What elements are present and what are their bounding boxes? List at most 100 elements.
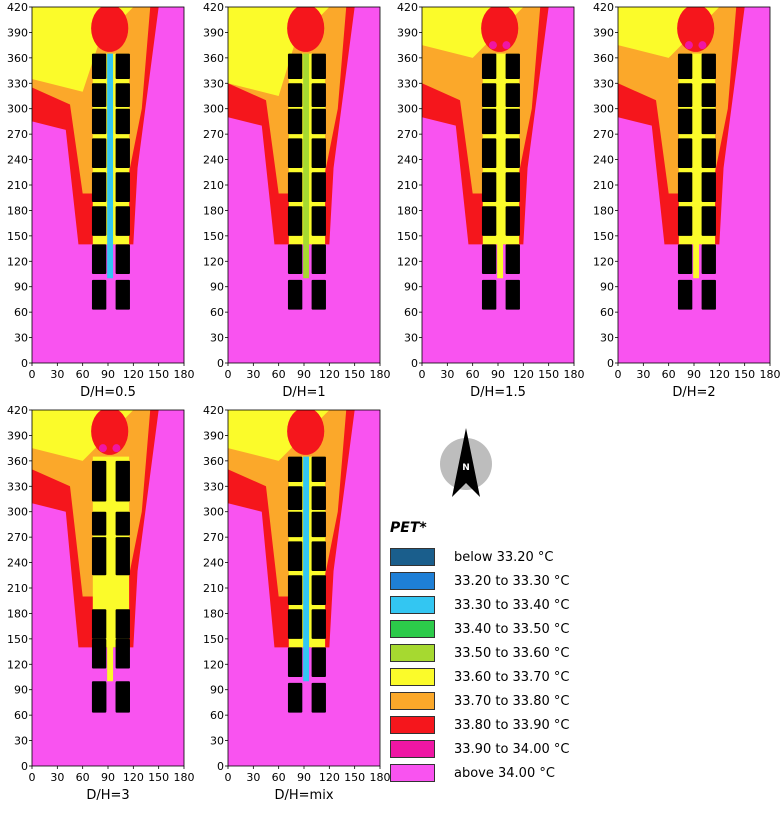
y-tick-label: 420 (397, 1, 418, 14)
dome-red (91, 7, 129, 52)
building-block (287, 172, 303, 202)
legend-item: 33.90 to 34.00 °C (390, 738, 600, 760)
y-tick-label: 90 (600, 281, 614, 294)
building-block (115, 138, 130, 169)
dome-spot (488, 41, 497, 50)
y-tick-label: 60 (14, 306, 28, 319)
y-tick-label: 420 (7, 1, 28, 14)
x-tick-label: 150 (538, 368, 559, 381)
legend-items: below 33.20 °C 33.20 to 33.30 °C 33.30 to … (390, 546, 600, 784)
building-block (287, 647, 303, 677)
legend-swatch (390, 644, 435, 662)
x-tick-label: 0 (29, 368, 36, 381)
y-tick-label: 210 (7, 582, 28, 595)
y-tick-label: 60 (404, 306, 418, 319)
heatmap-panel: 0306090120150180210240270300330360390420… (203, 1, 391, 400)
building-block (701, 53, 716, 80)
corridor-core (303, 53, 310, 279)
building-block (91, 83, 107, 108)
x-tick-label: 30 (440, 368, 454, 381)
building-block (115, 460, 130, 502)
building-block (311, 206, 326, 236)
dome-spot (684, 41, 693, 50)
dome-red (677, 7, 715, 52)
building-block (91, 244, 107, 274)
x-tick-label: 180 (370, 771, 391, 784)
x-tick-label: 90 (297, 368, 311, 381)
x-tick-label: 120 (319, 368, 340, 381)
y-tick-label: 240 (7, 154, 28, 167)
building-block (91, 53, 107, 80)
x-tick-label: 0 (225, 368, 232, 381)
legend-label: 33.50 to 33.60 °C (454, 645, 570, 661)
building-block (481, 138, 497, 169)
heatmap-panel: 0306090120150180210240270300330360390420… (593, 1, 781, 400)
y-tick-label: 120 (397, 255, 418, 268)
building-block (115, 682, 130, 713)
heatmap-field (32, 7, 184, 363)
x-tick-label: 180 (564, 368, 585, 381)
heatmap-panel: 0306090120150180210240270300330360390420… (203, 404, 391, 803)
x-tick-label: 180 (370, 368, 391, 381)
y-tick-label: 390 (593, 26, 614, 39)
y-tick-label: 150 (397, 230, 418, 243)
building-block (311, 53, 326, 80)
x-tick-label: 180 (174, 368, 195, 381)
y-tick-label: 60 (600, 306, 614, 319)
heatmap-field (228, 410, 380, 766)
y-tick-label: 270 (203, 128, 224, 141)
legend-label: 33.80 to 33.90 °C (454, 717, 570, 733)
y-tick-label: 420 (203, 404, 224, 417)
building-block (287, 108, 303, 135)
y-tick-label: 360 (397, 52, 418, 65)
x-tick-label: 150 (148, 771, 169, 784)
building-block (287, 541, 303, 572)
dome-spot (98, 444, 107, 453)
dome-spot (112, 444, 121, 453)
y-tick-label: 300 (397, 103, 418, 116)
y-tick-label: 0 (411, 357, 418, 370)
building-block (701, 108, 716, 135)
building-block (505, 172, 520, 202)
building-block (701, 172, 716, 202)
building-block (701, 83, 716, 108)
y-tick-label: 390 (203, 26, 224, 39)
building-block (481, 244, 497, 274)
compass: N (435, 425, 497, 500)
building-block (287, 486, 303, 511)
corridor-core (107, 53, 114, 279)
y-tick-label: 0 (21, 357, 28, 370)
y-tick-label: 60 (210, 306, 224, 319)
building-block (287, 53, 303, 80)
heatmap-panel: 0306090120150180210240270300330360390420… (7, 1, 195, 400)
y-tick-label: 120 (7, 658, 28, 671)
y-tick-label: 330 (593, 77, 614, 90)
x-tick-label: 120 (123, 771, 144, 784)
building-block (311, 244, 326, 274)
y-tick-label: 210 (7, 179, 28, 192)
legend-item: 33.20 to 33.30 °C (390, 570, 600, 592)
building-block (115, 537, 130, 576)
dome-red (481, 7, 519, 52)
legend-label: 33.90 to 34.00 °C (454, 741, 570, 757)
y-tick-label: 180 (203, 607, 224, 620)
building-block (115, 53, 130, 80)
legend-label: below 33.20 °C (454, 549, 554, 565)
y-tick-label: 150 (203, 633, 224, 646)
y-tick-label: 180 (397, 204, 418, 217)
corridor-core (693, 53, 700, 279)
y-tick-label: 0 (607, 357, 614, 370)
building-block (287, 682, 303, 713)
legend-swatch (390, 740, 435, 758)
building-block (505, 53, 520, 80)
x-tick-label: 180 (174, 771, 195, 784)
y-tick-label: 360 (593, 52, 614, 65)
y-tick-label: 210 (397, 179, 418, 192)
x-tick-label: 150 (344, 771, 365, 784)
x-tick-label: 60 (466, 368, 480, 381)
x-tick-label: 30 (50, 368, 64, 381)
building-block (677, 279, 693, 310)
heatmap-field (618, 7, 770, 363)
building-block (311, 83, 326, 108)
